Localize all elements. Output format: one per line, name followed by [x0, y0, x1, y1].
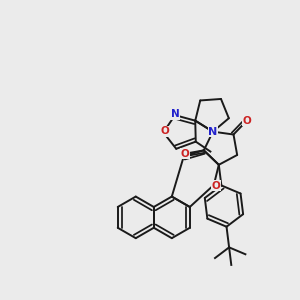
Text: N: N — [208, 127, 218, 136]
Text: O: O — [161, 126, 170, 136]
Text: N: N — [171, 109, 179, 119]
Text: O: O — [242, 116, 251, 126]
Text: O: O — [181, 149, 190, 159]
Text: O: O — [212, 181, 220, 191]
